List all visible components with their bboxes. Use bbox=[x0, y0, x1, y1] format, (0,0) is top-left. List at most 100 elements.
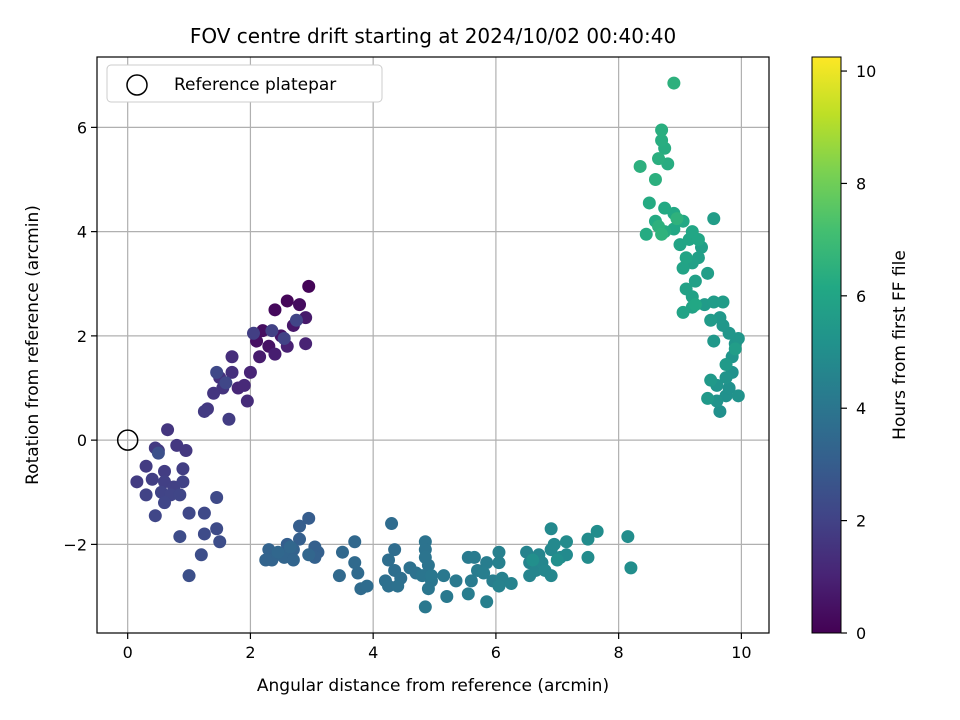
scatter-point bbox=[240, 394, 254, 408]
scatter-point bbox=[526, 553, 540, 567]
scatter-point bbox=[421, 582, 435, 596]
scatter-point bbox=[176, 475, 190, 489]
scatter-point bbox=[222, 412, 236, 426]
scatter-point bbox=[704, 373, 718, 387]
scatter-point bbox=[655, 227, 669, 241]
scatter-point bbox=[302, 548, 316, 562]
y-tick-label: 4 bbox=[77, 223, 87, 242]
scatter-point bbox=[225, 365, 239, 379]
scatter-point bbox=[151, 446, 165, 460]
scatter-point bbox=[173, 530, 187, 544]
scatter-point bbox=[421, 558, 435, 572]
scatter-point bbox=[652, 152, 666, 166]
scatter-point bbox=[293, 532, 307, 546]
scatter-point bbox=[283, 540, 297, 554]
legend-label: Reference platepar bbox=[174, 75, 336, 95]
scatter-point bbox=[289, 313, 303, 327]
y-tick-label: −2 bbox=[63, 535, 87, 554]
scatter-point bbox=[210, 490, 224, 504]
scatter-point bbox=[707, 334, 721, 348]
colorbar-tick-label: 4 bbox=[856, 399, 866, 418]
scatter-point bbox=[299, 337, 313, 351]
scatter-point bbox=[642, 196, 656, 210]
scatter-point bbox=[360, 579, 374, 593]
scatter-point bbox=[639, 227, 653, 241]
legend: Reference platepar bbox=[106, 64, 383, 103]
legend-box bbox=[106, 64, 383, 103]
scatter-point bbox=[197, 527, 211, 541]
scatter-point bbox=[158, 464, 172, 478]
scatter-point bbox=[719, 358, 733, 372]
y-tick-label: 0 bbox=[77, 431, 87, 450]
scatter-point bbox=[197, 506, 211, 520]
colorbar-label: Hours from first FF file bbox=[890, 250, 910, 440]
scatter-point bbox=[158, 496, 172, 510]
scatter-point bbox=[544, 569, 558, 583]
x-axis-ticks: 0 2 4 6 8 10 bbox=[123, 633, 752, 662]
scatter-point bbox=[701, 391, 715, 405]
scatter-point bbox=[701, 266, 715, 280]
scatter-point bbox=[544, 522, 558, 536]
scatter-point bbox=[492, 579, 506, 593]
scatter-point bbox=[655, 123, 669, 137]
scatter-point bbox=[418, 600, 432, 614]
scatter-point bbox=[461, 587, 475, 601]
colorbar-tick-label: 6 bbox=[856, 287, 866, 306]
scatter-point bbox=[213, 535, 227, 549]
y-axis-ticks: −2 0 2 4 6 bbox=[63, 118, 97, 554]
scatter-point bbox=[676, 305, 690, 319]
scatter-point bbox=[148, 509, 162, 523]
scatter-point bbox=[179, 444, 193, 458]
scatter-point bbox=[621, 530, 635, 544]
reference-platepar-marker bbox=[116, 429, 139, 451]
scatter-point bbox=[385, 517, 399, 531]
colorbar: 0 2 4 6 8 10 Hours from first FF file bbox=[811, 56, 910, 643]
x-tick-label: 0 bbox=[123, 643, 133, 662]
scatter-point bbox=[550, 553, 564, 567]
scatter-point bbox=[624, 561, 638, 575]
scatter-point bbox=[219, 376, 233, 390]
scatter-point bbox=[670, 212, 684, 226]
scatter-point bbox=[139, 459, 153, 473]
scatter-point bbox=[464, 574, 478, 588]
scatter-point bbox=[286, 553, 300, 567]
chart-title: FOV centre drift starting at 2024/10/02 … bbox=[190, 24, 676, 48]
scatter-point bbox=[437, 569, 451, 583]
scatter-point bbox=[704, 313, 718, 327]
scatter-point bbox=[581, 532, 595, 546]
scatter-point bbox=[130, 475, 144, 489]
scatter-point bbox=[302, 511, 316, 525]
scatter-point bbox=[210, 365, 224, 379]
scatter-point bbox=[253, 350, 267, 364]
x-tick-label: 4 bbox=[368, 643, 378, 662]
x-tick-label: 8 bbox=[614, 643, 624, 662]
scatter-point bbox=[268, 347, 282, 361]
scatter-point bbox=[559, 535, 573, 549]
plot-frame bbox=[96, 56, 770, 634]
colorbar-gradient bbox=[811, 56, 842, 634]
scatter-point bbox=[348, 556, 362, 570]
scatter-point bbox=[210, 522, 224, 536]
scatter-point bbox=[467, 550, 481, 564]
scatter-point bbox=[207, 386, 221, 400]
scatter-point bbox=[265, 324, 279, 338]
scatter-point bbox=[713, 404, 727, 418]
scatter-point bbox=[633, 159, 647, 173]
scatter-point bbox=[449, 574, 463, 588]
x-tick-label: 2 bbox=[245, 643, 255, 662]
scatter-point bbox=[225, 350, 239, 364]
legend-marker-icon bbox=[126, 74, 148, 96]
scatter-point bbox=[237, 378, 251, 392]
scatter-point bbox=[335, 545, 349, 559]
scatter-point bbox=[655, 133, 669, 147]
scatter-point bbox=[382, 579, 396, 593]
scatter-point bbox=[176, 462, 190, 476]
colorbar-tick-label: 8 bbox=[856, 174, 866, 193]
colorbar-tick-label: 10 bbox=[856, 62, 876, 81]
scatter-point bbox=[547, 537, 561, 551]
scatter-point bbox=[667, 76, 681, 90]
scatter-point bbox=[424, 569, 438, 583]
scatter-point bbox=[293, 519, 307, 533]
scatter-point bbox=[332, 569, 346, 583]
scatter-point bbox=[173, 488, 187, 502]
